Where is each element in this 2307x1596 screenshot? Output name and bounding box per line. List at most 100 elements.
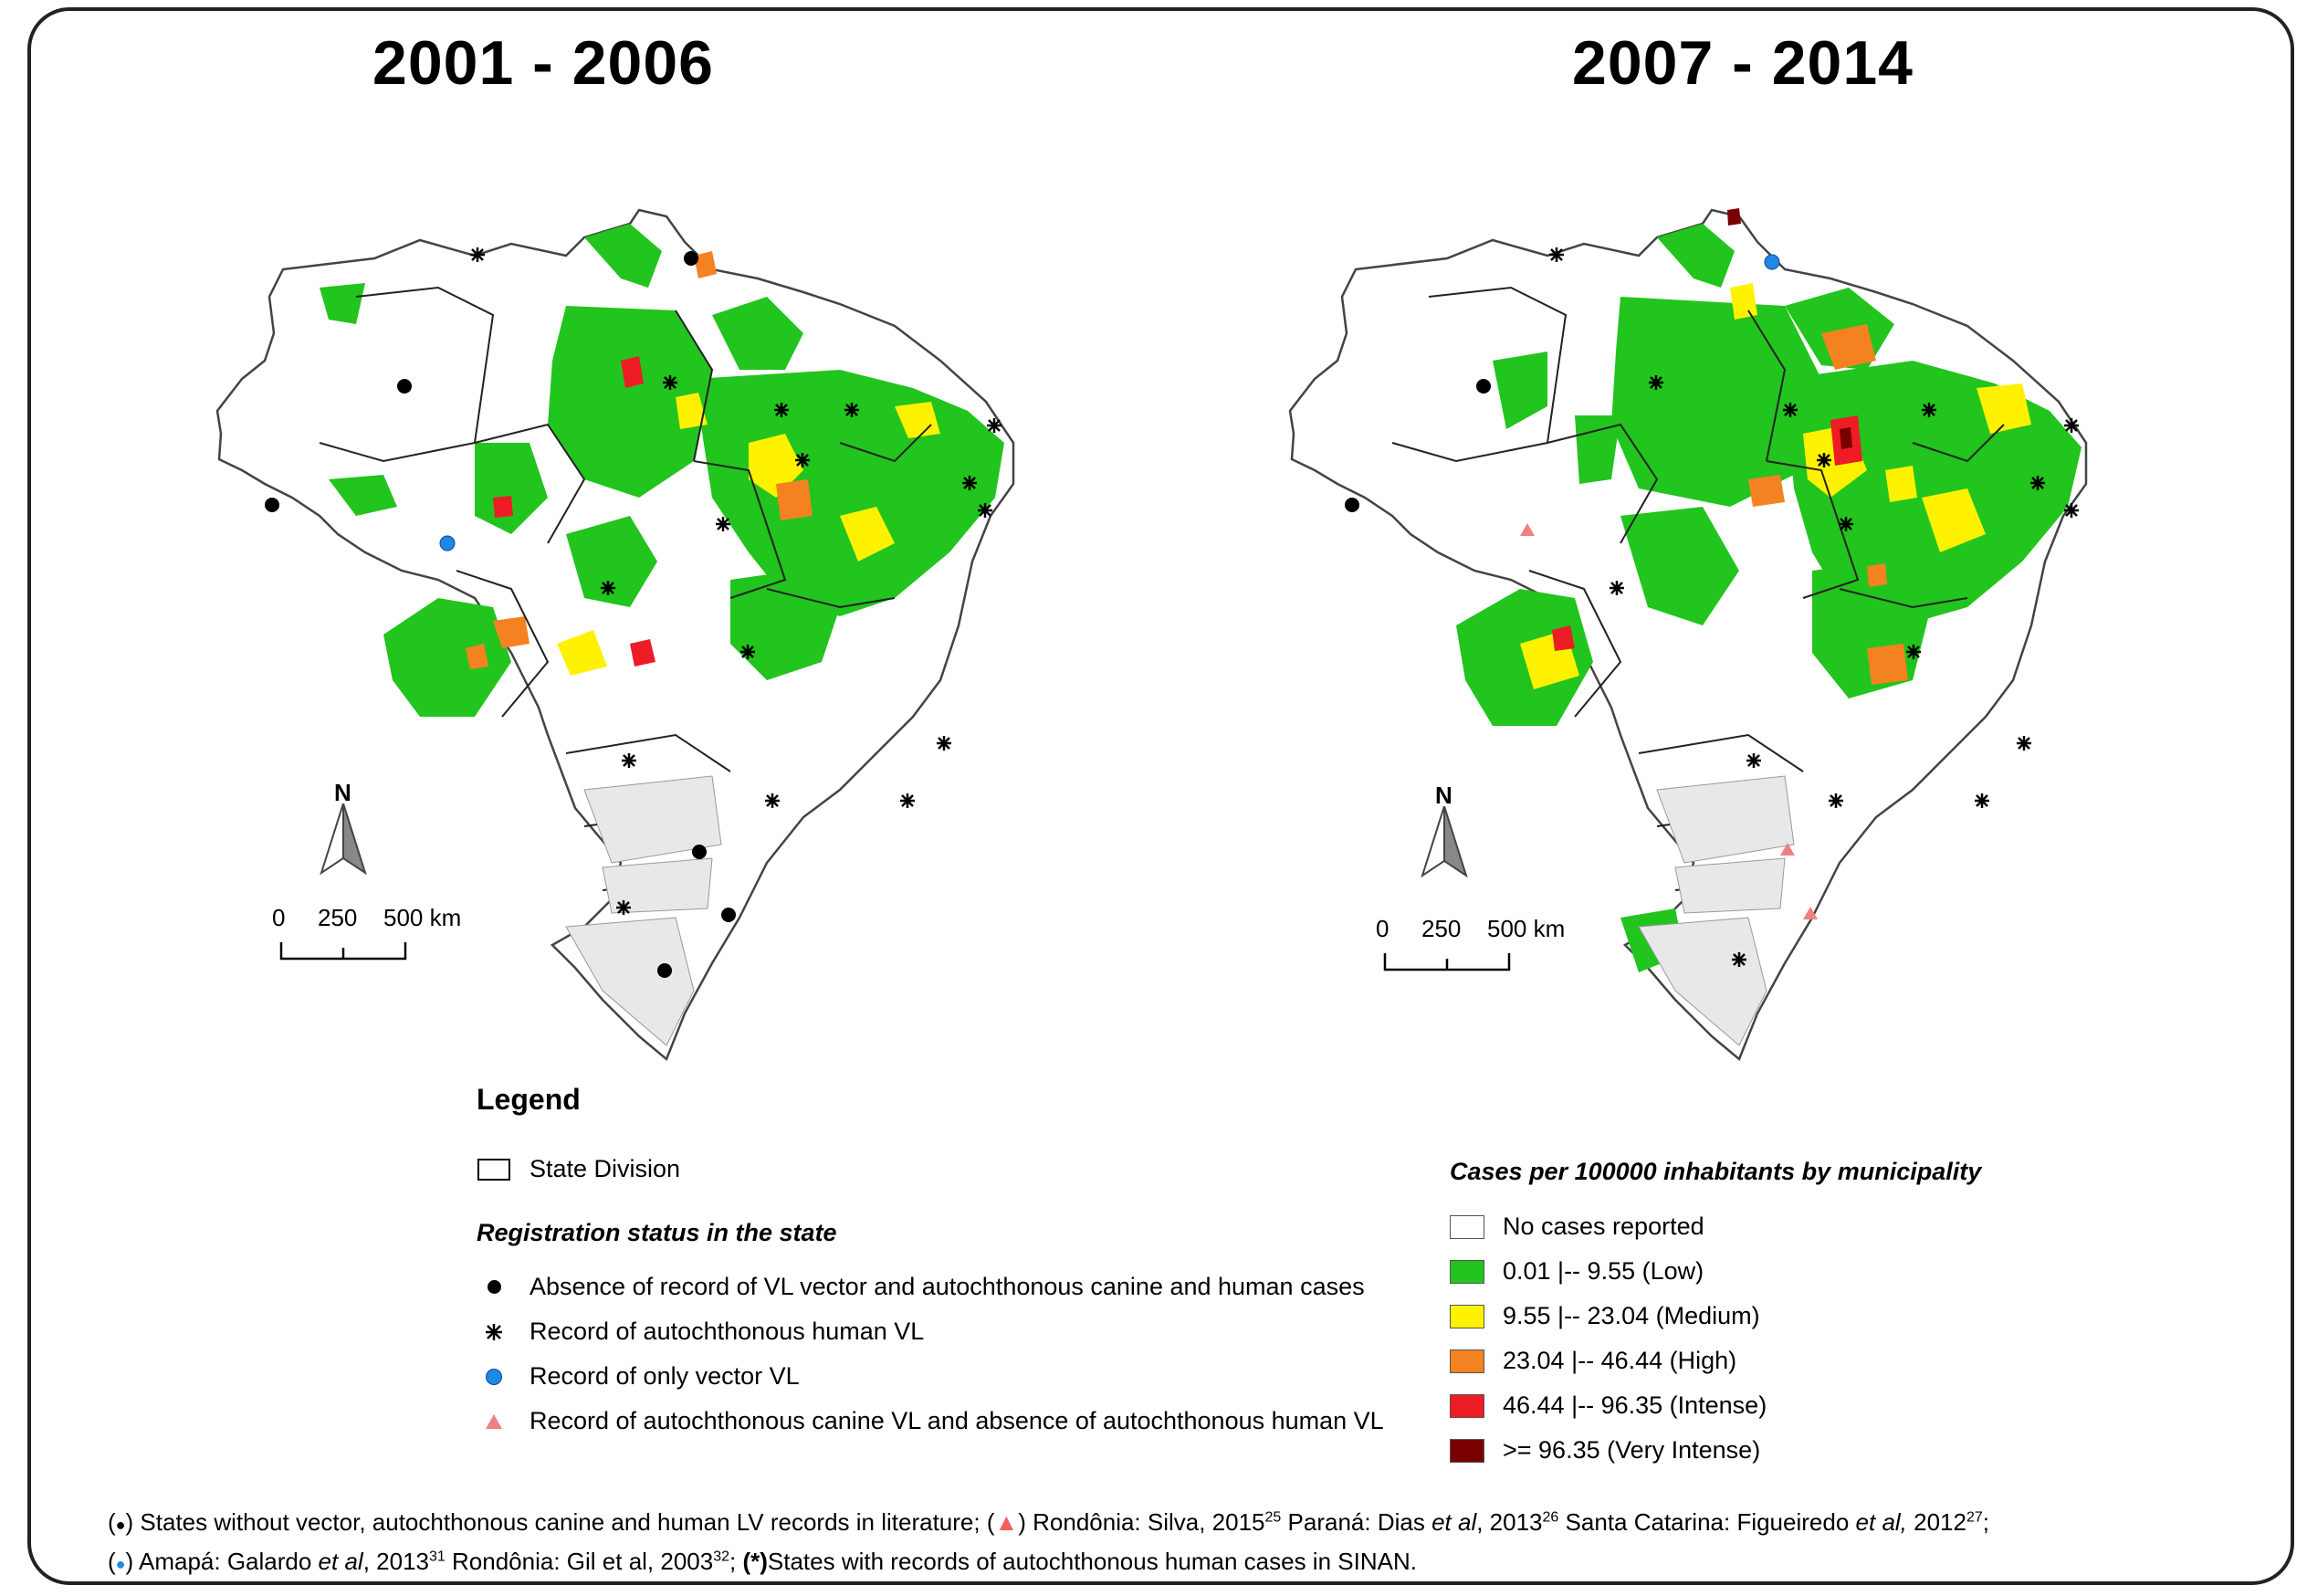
legend-state-division: State Division: [477, 1155, 680, 1183]
state-line: [1747, 310, 1787, 462]
black-dot-marker: [397, 379, 412, 394]
black-dot-marker: [721, 908, 736, 922]
red-patch: [621, 356, 644, 388]
gray-municipal-grid-south: [565, 775, 722, 1046]
asterisk-markers: [1549, 247, 2079, 967]
orange-patch: [493, 616, 530, 648]
brazil-map-2007-2014: [1288, 208, 2088, 1062]
state-division-label: State Division: [530, 1155, 681, 1182]
legend-item-vector-only: Record of only vector VL: [477, 1362, 800, 1391]
footnote-line-2: (●) Amapá: Galardo et al, 201331 Rondôni…: [108, 1548, 1417, 1576]
orange-patch: [1867, 563, 1887, 587]
state-markers: [265, 247, 1001, 978]
para-west-patch: [548, 306, 712, 498]
blue-dot-marker: [439, 535, 456, 551]
state-line: [456, 570, 550, 718]
asterisk-marker: [601, 581, 615, 595]
state-division-swatch: [477, 1156, 511, 1183]
orange-patch: [694, 251, 717, 278]
yellow-patch: [1730, 283, 1757, 320]
yellow-municipalities: [557, 393, 940, 676]
asterisk-marker: [937, 736, 951, 751]
scale-bar-left: 0 250 500 km: [272, 904, 461, 968]
very-intense-patch: [1840, 427, 1852, 449]
asterisk-marker: [1732, 952, 1746, 967]
footnote-text: ) States without vector, autochthonous c…: [125, 1508, 995, 1536]
asterisk-marker: [616, 900, 631, 915]
yellow-patch: [895, 402, 940, 438]
asterisk-marker: [1746, 753, 1761, 768]
orange-patch: [1748, 475, 1785, 507]
class-label: 9.55 |-- 23.04 (Medium): [1503, 1302, 1760, 1329]
pink-triangle-icon: ▲: [994, 1508, 1019, 1536]
scale-label-zero: 0: [1376, 915, 1389, 942]
state-line: [1547, 423, 1659, 544]
asterisk-marker: [2030, 476, 2045, 490]
black-dot-icon: [477, 1274, 511, 1301]
asterisk-marker: [470, 247, 485, 262]
state-line: [839, 424, 932, 463]
asterisk-marker: [987, 418, 1001, 433]
north-label-left: N: [334, 779, 351, 806]
asterisk-marker: [978, 503, 992, 518]
amazonas-patch: [1493, 352, 1547, 429]
mato-grosso-patch: [1620, 507, 1739, 625]
footnote-text: (: [108, 1548, 116, 1575]
asterisk-marker: [622, 753, 636, 768]
yellow-patch: [557, 630, 607, 676]
footnote-italic: et al,: [1855, 1508, 1907, 1536]
very-intense-patch: [1727, 208, 1741, 226]
footnote-text: , 2013: [1476, 1508, 1543, 1536]
minas-patch: [730, 571, 840, 680]
black-dot-marker: [265, 498, 279, 512]
roraima-patch: [584, 224, 662, 288]
footnote-text: Rondônia: Gil et al, 2003: [445, 1548, 714, 1575]
class-low: 0.01 |-- 9.55 (Low): [1450, 1257, 1704, 1286]
santa-catarina-grid: [1674, 857, 1786, 914]
footnote-text: Santa Catarina: Figueiredo: [1558, 1508, 1856, 1536]
legend-item-canine-vl: Record of autochthonous canine VL and ab…: [477, 1407, 1384, 1435]
footnote-text: States with records of autochthonous hum…: [767, 1548, 1417, 1575]
black-dot-marker: [684, 251, 698, 266]
amazonas-patch: [475, 443, 548, 534]
orange-patch: [776, 479, 813, 520]
state-line: [474, 423, 586, 544]
footnote-text: ;: [729, 1548, 743, 1575]
asterisk-icon: [477, 1318, 511, 1346]
state-line: [1912, 424, 2005, 463]
scale-label-zero: 0: [272, 904, 286, 931]
class-high: 23.04 |-- 46.44 (High): [1450, 1347, 1736, 1375]
blue-dot-icon: [477, 1363, 511, 1391]
state-line: [1638, 733, 1804, 772]
map-title-2001-2006: 2001 - 2006: [372, 28, 714, 98]
yellow-patch: [749, 434, 803, 498]
class-label: 46.44 |-- 96.35 (Intense): [1503, 1391, 1767, 1419]
legend-title: Legend: [477, 1083, 581, 1116]
state-line: [693, 460, 787, 599]
footnote-line-1: (●) States without vector, autochthonous…: [108, 1508, 1989, 1537]
legend-item-label: Record of autochthonous human VL: [530, 1318, 925, 1345]
red-patch: [1552, 625, 1575, 651]
roraima-patch: [1657, 224, 1735, 288]
asterisk-marker: [900, 793, 915, 808]
scale-bar-graphic: [279, 942, 407, 961]
very-intense-municipalities: [1727, 208, 1852, 449]
state-line: [319, 286, 495, 463]
red-municipalities: [493, 356, 655, 667]
yellow-patch: [1885, 466, 1917, 502]
north-arrow-icon: [320, 803, 367, 876]
footnote-text: ) Amapá: Galardo: [125, 1548, 319, 1575]
asterisk-marker: [1829, 793, 1843, 808]
footnote-ref: 32: [713, 1549, 730, 1565]
asterisk-marker: [1922, 403, 1936, 417]
mato-grosso-patch: [566, 516, 657, 607]
asterisk-marker: [795, 453, 810, 467]
pink-triangle-icon: [477, 1408, 511, 1435]
asterisk-marker: [1783, 403, 1798, 417]
class-intense: 46.44 |-- 96.35 (Intense): [1450, 1391, 1767, 1420]
footnote-bold: (*): [742, 1548, 768, 1575]
red-patch: [630, 639, 655, 667]
black-dot-icon: ●: [115, 1516, 126, 1534]
rio-grande-sul-grid: [565, 917, 695, 1046]
asterisk-marker: [1975, 793, 1989, 808]
